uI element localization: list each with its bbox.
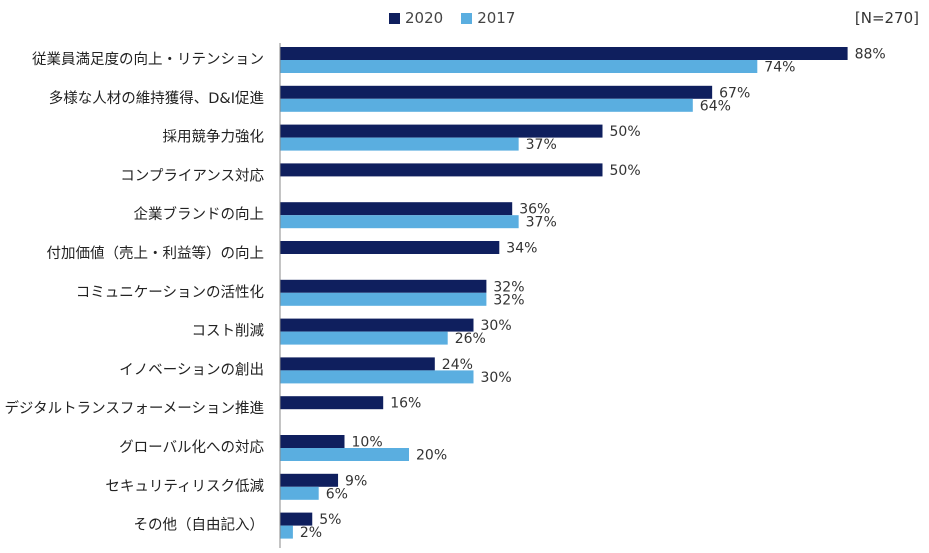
bar-2020 — [280, 318, 474, 332]
bar-2020 — [280, 47, 848, 60]
data-label-2020: 50% — [610, 124, 641, 140]
bar-2017 — [280, 60, 758, 73]
bar-2017 — [280, 448, 409, 461]
bar-2020 — [280, 512, 313, 526]
data-label-2017: 37% — [526, 215, 557, 231]
data-label-2020: 67% — [719, 85, 750, 101]
category-label: コミュニケーションの活性化 — [76, 284, 264, 301]
bar-2020 — [280, 202, 513, 216]
data-label-2017: 32% — [493, 292, 524, 308]
data-label-2017: 64% — [700, 98, 731, 114]
data-label-2020: 16% — [390, 396, 421, 412]
data-label-2020: 36% — [519, 202, 550, 218]
category-label: その他（自由記入） — [134, 517, 265, 534]
data-label-2020: 24% — [442, 357, 473, 373]
bar-2017 — [280, 215, 519, 229]
data-label-2017: 20% — [416, 448, 447, 464]
category-label: コンプライアンス対応 — [120, 167, 264, 184]
legend-label-2020: 2020 — [405, 9, 444, 27]
bar-2020 — [280, 435, 345, 448]
data-label-2017: 37% — [526, 137, 557, 153]
legend-item-2020: 2020 — [389, 9, 443, 27]
bar-2017 — [280, 525, 293, 539]
bar-2020 — [280, 396, 384, 410]
data-label-2020: 10% — [352, 435, 383, 451]
bar-2020 — [280, 124, 603, 138]
data-label-2017: 26% — [455, 331, 486, 347]
bar-2017 — [280, 137, 519, 151]
category-label: 従業員満足度の向上・リテンション — [32, 51, 264, 68]
category-label: 企業ブランドの向上 — [134, 205, 265, 223]
bar-2017 — [280, 292, 487, 306]
data-label-2020: 30% — [481, 318, 512, 334]
bar-2020 — [280, 279, 487, 293]
data-label-2020: 32% — [493, 279, 524, 295]
data-label-2020: 34% — [506, 241, 537, 257]
category-label: 多様な人材の維持獲得、D&I促進 — [49, 90, 265, 107]
sample-size-note: [N=270] — [854, 9, 919, 27]
category-label: 付加価値（売上・利益等）の向上 — [47, 244, 265, 262]
legend: 2020 2017 — [389, 9, 533, 27]
bar-2017 — [280, 98, 693, 112]
category-label: セキュリティリスク低減 — [105, 478, 264, 495]
bar-2020 — [280, 473, 339, 487]
legend-swatch-2020 — [389, 12, 400, 24]
bar-2020 — [280, 357, 435, 371]
legend-label-2017: 2017 — [477, 9, 516, 27]
bar-2017 — [280, 486, 319, 500]
category-label: グローバル化への対応 — [119, 439, 264, 456]
legend-swatch-2017 — [461, 12, 473, 24]
data-label-2020: 50% — [610, 163, 641, 179]
bar-2020 — [280, 241, 500, 254]
data-label-2017: 2% — [300, 525, 322, 541]
data-label-2017: 30% — [481, 370, 512, 386]
data-label-2017: 74% — [764, 60, 795, 76]
data-label-2020: 9% — [345, 473, 367, 489]
data-label-2020: 5% — [319, 512, 341, 528]
data-label-2020: 88% — [855, 47, 886, 63]
legend-item-2017: 2017 — [461, 9, 515, 27]
data-label-2017: 6% — [326, 486, 348, 502]
bar-2020 — [280, 163, 603, 177]
bar-2017 — [280, 331, 448, 345]
category-label: イノベーションの創出 — [119, 361, 264, 378]
category-label: 採用競争力強化 — [163, 128, 265, 146]
bar-2020 — [280, 85, 713, 99]
category-label: コスト削減 — [192, 323, 265, 340]
category-label: デジタルトランスフォーメーション推進 — [4, 399, 264, 417]
bar-2017 — [280, 370, 474, 384]
